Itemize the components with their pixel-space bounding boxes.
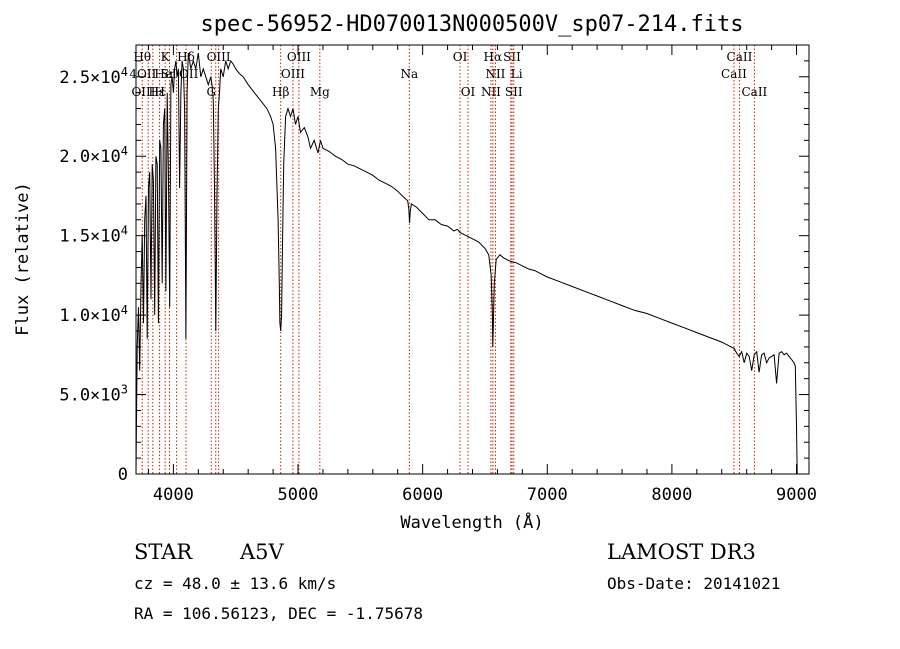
y-tick-label: 2.5×104 xyxy=(59,65,128,88)
redshift-velocity: cz = 48.0 ± 13.6 km/s xyxy=(134,574,337,593)
y-tick-label: 1.5×104 xyxy=(59,224,128,247)
line-marker-label: Hδ xyxy=(177,50,195,64)
plot-frame xyxy=(135,44,810,475)
line-marker-label: OI xyxy=(461,85,476,99)
y-axis: 0 5.0×103 1.0×104 1.5×104 2.0×104 2.5×104 xyxy=(59,60,809,485)
x-tick-label: 8000 xyxy=(651,485,692,505)
x-tick-label: 5000 xyxy=(278,485,319,505)
y-tick-label: 5.0×103 xyxy=(59,383,128,406)
line-marker-label-crowded: Sr xyxy=(161,67,175,81)
x-axis: 4000 5000 6000 7000 8000 9000 xyxy=(147,45,817,505)
chart-title: spec-56952-HD070013N000500V_sp07-214.fit… xyxy=(200,12,743,37)
x-tick-label: 7000 xyxy=(527,485,568,505)
y-tick-label: 1.0×104 xyxy=(59,303,128,326)
line-marker-label: NII xyxy=(485,67,505,81)
line-marker-label: OIII xyxy=(281,67,305,81)
line-marker-label: CaII xyxy=(721,67,747,81)
line-marker-label: SII xyxy=(503,50,521,64)
ra-dec: RA = 106.56123, DEC = -1.75678 xyxy=(134,604,423,623)
line-marker-label: Li xyxy=(511,67,523,81)
object-class: STAR xyxy=(134,540,193,564)
line-marker-label: G xyxy=(206,85,216,99)
line-marker-label: HeI xyxy=(154,67,177,81)
line-marker-label: CaII xyxy=(741,85,767,99)
x-tick-label: 6000 xyxy=(402,485,443,505)
x-axis-label: Wavelength (Å) xyxy=(400,511,543,533)
line-marker-label: SII xyxy=(505,85,523,99)
line-marker-label: Hα xyxy=(484,50,503,64)
y-tick-label: 2.0×104 xyxy=(59,144,128,167)
survey-name: LAMOST DR3 xyxy=(607,540,756,564)
object-subclass: A5V xyxy=(240,540,284,564)
line-marker-label-crowded: OIII xyxy=(131,85,155,99)
line-marker-label: NII xyxy=(481,85,501,99)
y-tick-label: 0 xyxy=(118,465,128,485)
line-marker-label: OIII xyxy=(207,50,231,64)
line-marker-label: K xyxy=(161,50,171,64)
observation-date: Obs-Date: 20141021 xyxy=(607,574,781,593)
y-axis-label: Flux (relative) xyxy=(13,182,33,336)
line-marker-label: Na xyxy=(400,67,418,81)
line-marker-label: CaII xyxy=(727,50,753,64)
line-marker-label: Mg xyxy=(310,85,330,99)
line-marker-label: OI xyxy=(453,50,468,64)
line-marker-label-crowded: Hε xyxy=(148,85,165,99)
x-tick-label: 9000 xyxy=(776,485,817,505)
spectrum-line xyxy=(135,52,798,475)
line-marker-label: OIII xyxy=(287,50,311,64)
line-marker-label: Hβ xyxy=(272,85,289,99)
x-tick-label: 4000 xyxy=(153,485,194,505)
line-marker-label-crowded: H xyxy=(154,85,164,99)
line-marker-label-crowded: 4OII xyxy=(129,67,156,81)
